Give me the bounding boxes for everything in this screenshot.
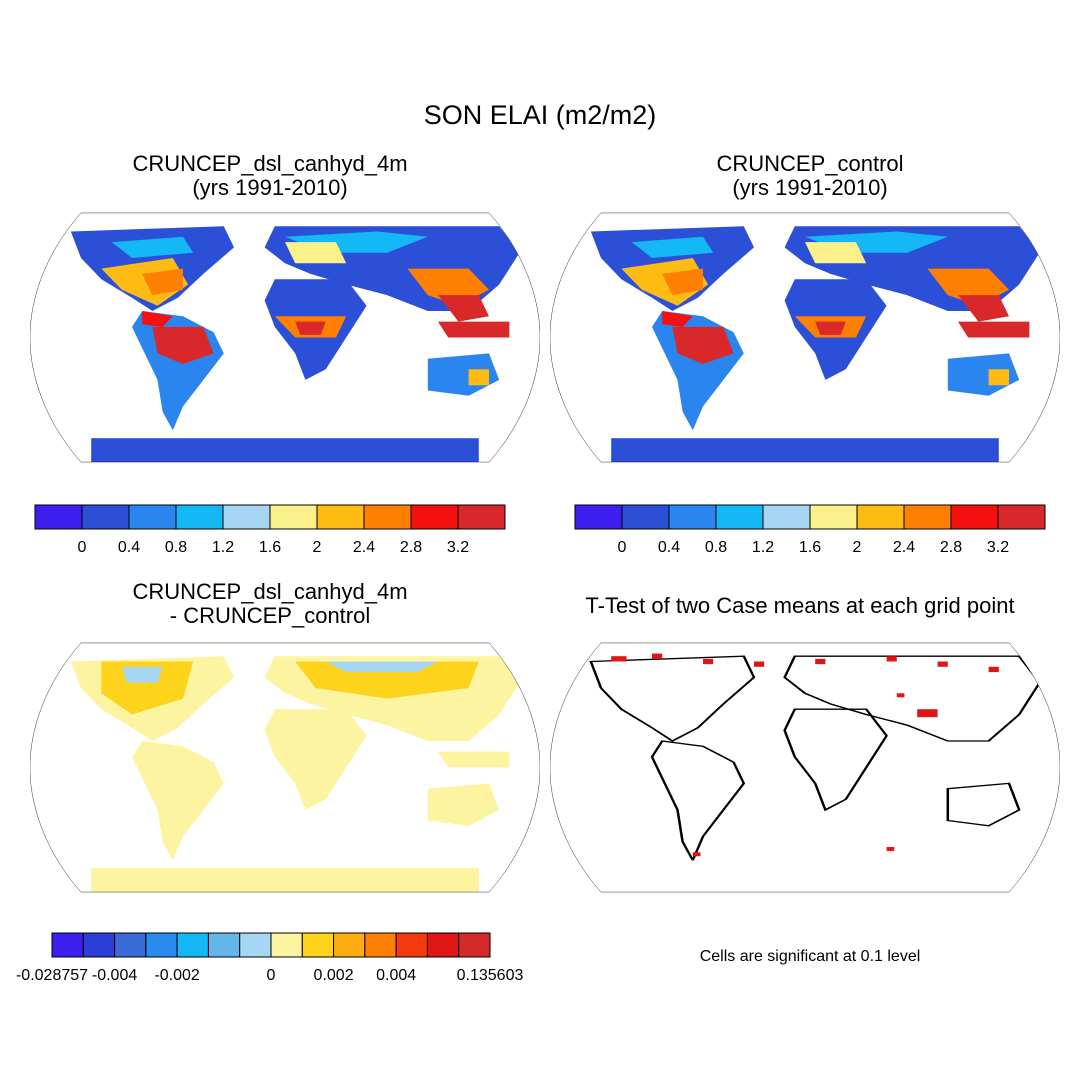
colorbar-label: 3.2 xyxy=(447,539,469,556)
antarctica-region xyxy=(611,438,999,463)
colorbar-panel1: 0 0.4 0.8 1.2 1.6 2 2.4 2.8 3.2 xyxy=(34,504,506,556)
colorbar-swatch xyxy=(762,504,811,530)
antarctica-region xyxy=(91,868,479,893)
colorbar-label: 0.8 xyxy=(165,539,187,556)
colorbar-swatch xyxy=(395,932,428,958)
colorbar-swatch xyxy=(81,504,130,530)
colorbar-swatch xyxy=(128,504,177,530)
colorbar-label: 2.4 xyxy=(893,539,915,556)
map-panel2 xyxy=(550,205,1060,470)
antarctica-region xyxy=(91,438,479,463)
colorbar-swatch xyxy=(715,504,764,530)
colorbar-label: 0.004 xyxy=(376,967,416,984)
colorbar-swatch xyxy=(363,504,412,530)
panel2-title: CRUNCEP_control (yrs 1991-2010) xyxy=(610,152,1010,200)
colorbar-label: -0.028757 xyxy=(16,967,88,984)
colorbar-swatch xyxy=(809,504,858,530)
colorbar-label: 0 xyxy=(618,539,627,556)
colorbar-swatch xyxy=(34,504,83,530)
colorbar-label: 1.6 xyxy=(259,539,281,556)
colorbar-swatch xyxy=(82,932,116,958)
colorbar-swatch xyxy=(668,504,717,530)
colorbar-swatch xyxy=(426,932,460,958)
colorbar-swatch xyxy=(301,932,335,958)
colorbar-swatch xyxy=(997,504,1046,530)
australia-region xyxy=(427,783,500,826)
maritime-asia-region xyxy=(958,321,1030,338)
colorbar-swatch xyxy=(176,932,209,958)
colorbar-label: 2.8 xyxy=(400,539,422,556)
figure-title: SON ELAI (m2/m2) xyxy=(423,100,657,130)
colorbar-panel2: 0 0.4 0.8 1.2 1.6 2 2.4 2.8 3.2 xyxy=(574,504,1046,556)
colorbar-swatch xyxy=(175,504,224,530)
panel3-title-line1: CRUNCEP_dsl_canhyd_4m xyxy=(132,579,408,604)
panel1-title-line2: (yrs 1991-2010) xyxy=(192,175,348,200)
colorbar-label: 2.8 xyxy=(940,539,962,556)
panel3-title-line2: - CRUNCEP_control xyxy=(169,603,371,628)
maritime-asia-region xyxy=(438,751,510,768)
colorbar-swatch xyxy=(270,932,303,958)
colorbar-label: -0.004 xyxy=(92,967,137,984)
africa-region xyxy=(264,709,367,810)
colorbar-swatch xyxy=(458,932,491,958)
colorbar-swatch xyxy=(269,504,318,530)
colorbar-swatch xyxy=(574,504,623,530)
maritime-asia-region xyxy=(438,321,510,338)
colorbar-label: -0.002 xyxy=(154,967,199,984)
colorbar-label: 2 xyxy=(853,539,862,556)
colorbar-swatch xyxy=(207,932,241,958)
colorbar-label: 1.2 xyxy=(212,539,234,556)
colorbar-label: 0.002 xyxy=(314,967,354,984)
colorbar-swatch xyxy=(457,504,506,530)
colorbar-panel3: -0.028757 -0.004 -0.002 0 0.002 0.004 0.135603 xyxy=(16,932,524,984)
colorbar-swatch xyxy=(333,932,366,958)
colorbar-label: 0.4 xyxy=(118,539,140,556)
colorbar-label: 0.135603 xyxy=(457,967,524,984)
south-america-region xyxy=(132,741,224,861)
colorbar-label: 1.2 xyxy=(752,539,774,556)
map-panel1 xyxy=(30,205,540,470)
colorbar-label: 0 xyxy=(78,539,87,556)
colorbar-label: 0 xyxy=(267,967,276,984)
colorbar-label: 3.2 xyxy=(987,539,1009,556)
colorbar-swatch xyxy=(316,504,365,530)
panel2-title-line2: (yrs 1991-2010) xyxy=(732,175,888,200)
colorbar-label: 1.6 xyxy=(799,539,821,556)
colorbar-swatch xyxy=(222,504,271,530)
colorbar-swatch xyxy=(51,932,84,958)
colorbar-swatch xyxy=(856,504,905,530)
colorbar-swatch xyxy=(950,504,999,530)
colorbar-label: 0.8 xyxy=(705,539,727,556)
panel3-title: CRUNCEP_dsl_canhyd_4m - CRUNCEP_control xyxy=(70,580,470,628)
colorbar-swatch xyxy=(364,932,397,958)
colorbar-swatch xyxy=(114,932,147,958)
panel1-title: CRUNCEP_dsl_canhyd_4m (yrs 1991-2010) xyxy=(70,152,470,200)
colorbar-swatch xyxy=(903,504,952,530)
colorbar-swatch xyxy=(621,504,670,530)
colorbar-label: 2.4 xyxy=(353,539,375,556)
panel2-title-line1: CRUNCEP_control xyxy=(716,151,904,176)
colorbar-label: 2 xyxy=(313,539,322,556)
map-panel3 xyxy=(30,635,540,900)
panel4-title-line1: T-Test of two Case means at each grid po… xyxy=(585,593,1015,618)
significant-cells xyxy=(611,653,999,857)
significance-note: Cells are significant at 0.1 level xyxy=(699,948,921,965)
colorbar-swatch xyxy=(410,504,459,530)
map-panel4 xyxy=(550,635,1060,900)
colorbar-swatch xyxy=(145,932,178,958)
panel1-title-line1: CRUNCEP_dsl_canhyd_4m xyxy=(132,151,408,176)
colorbar-swatch xyxy=(239,932,272,958)
panel4-title: T-Test of two Case means at each grid po… xyxy=(550,594,1050,618)
colorbar-label: 0.4 xyxy=(658,539,680,556)
